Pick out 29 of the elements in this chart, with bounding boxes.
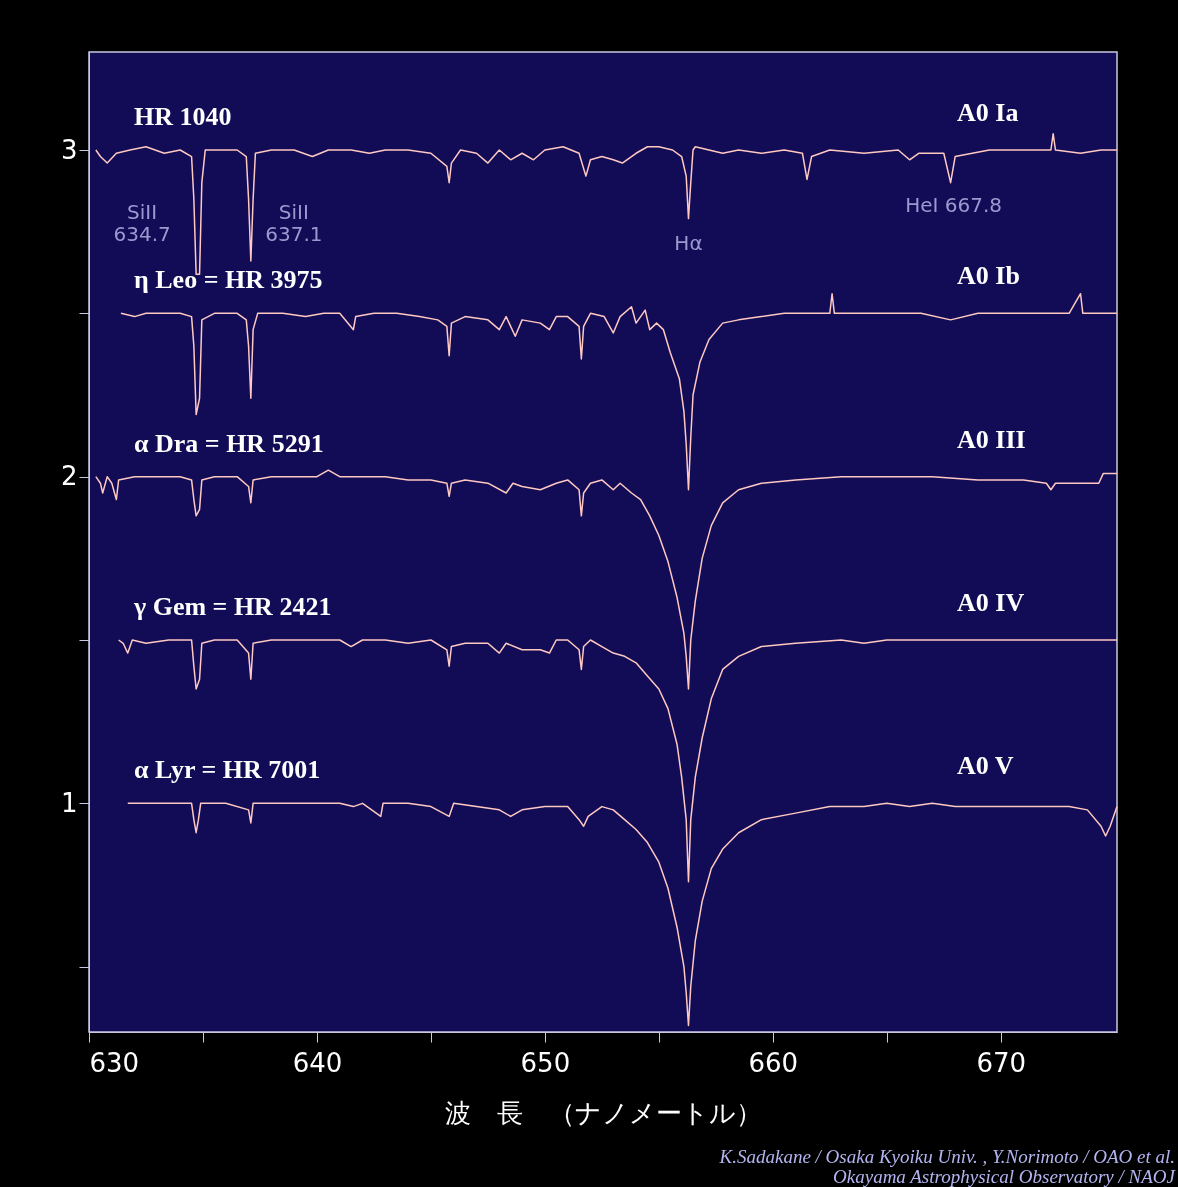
x-tick-label: 630 (89, 1047, 140, 1078)
annotation: HeI 667.8 (905, 192, 1003, 217)
text: Okayama Astrophysical Observatory / NAOJ (833, 1166, 1177, 1187)
y-tick-label: 3 (60, 134, 78, 165)
annotation: A0 III (957, 424, 1026, 454)
series-label: γ Gem = HR 2421 (133, 592, 332, 621)
annotation: A0 Ia (957, 98, 1019, 127)
annotation: A0 Ib (957, 261, 1020, 291)
annotation: A0 IV (957, 588, 1025, 617)
annotation: SiII 634.7 (113, 200, 171, 247)
annotation: SiII 637.1 (265, 200, 323, 247)
annotation: Hα (674, 230, 703, 255)
line-series (120, 292, 1118, 491)
x-tick-label: 660 (748, 1047, 799, 1078)
x-tick-label: 670 (976, 1047, 1027, 1078)
line-series (117, 639, 1118, 883)
series-label: HR 1040 (134, 102, 232, 131)
line-series (127, 802, 1118, 1027)
annotation: A0 V (957, 751, 1014, 781)
x-tick-label: 640 (292, 1047, 343, 1078)
series-label: η Leo = HR 3975 (134, 265, 323, 295)
x-tick-label: 650 (520, 1047, 571, 1078)
text: K.Sadakane / Osaka Kyoiku Univ. , Y.Norimoto / OAO et al. (718, 1146, 1175, 1167)
series-label: α Dra = HR 5291 (134, 428, 324, 458)
line-series (95, 469, 1118, 690)
x-axis-title: 波 長 （ナノメートル） (445, 1097, 762, 1128)
series-label: α Lyr = HR 7001 (134, 755, 321, 785)
y-tick-label: 2 (60, 461, 78, 492)
y-tick-label: 1 (60, 787, 78, 818)
